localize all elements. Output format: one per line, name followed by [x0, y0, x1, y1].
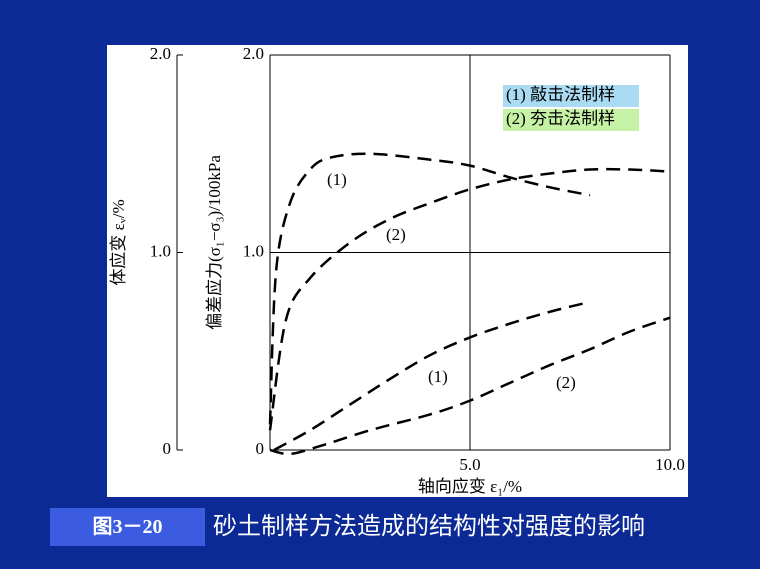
y2-tick-label: 2.0: [150, 44, 171, 63]
y-tick-label: 0: [256, 439, 265, 458]
y-tick-label: 2.0: [243, 44, 264, 63]
y-tick-label: 1.0: [243, 241, 264, 260]
y2-tick-label: 0: [163, 439, 172, 458]
curve-label: (1): [428, 367, 448, 386]
y2-axis-label: 体应变 εᵥ/%: [109, 199, 128, 285]
legend-background: [503, 85, 639, 107]
legend-label: (1) 敲击法制样: [506, 85, 615, 104]
legend-label: (2) 夯击法制样: [506, 109, 615, 128]
x-tick-label: 10.0: [655, 455, 685, 474]
curve-label: (1): [327, 170, 347, 189]
series-line: [268, 152, 591, 425]
series-line: [273, 300, 591, 452]
caption: 砂土制样方法造成的结构性对强度的影响: [213, 514, 645, 540]
series-line: [268, 167, 671, 431]
x-tick-label: 5.0: [459, 455, 480, 474]
figure-label: 图3－20: [50, 508, 205, 546]
series-line: [269, 316, 671, 456]
curve-label: (2): [386, 225, 406, 244]
x-axis-label: 轴向应变 ε₁/%: [418, 477, 522, 496]
curve-label: (2): [556, 373, 576, 392]
legend-background: [503, 109, 639, 131]
y2-tick-label: 1.0: [150, 241, 171, 260]
y-axis-label: 偏差应力(σ₁−σ₃)/100kPa: [205, 155, 224, 330]
